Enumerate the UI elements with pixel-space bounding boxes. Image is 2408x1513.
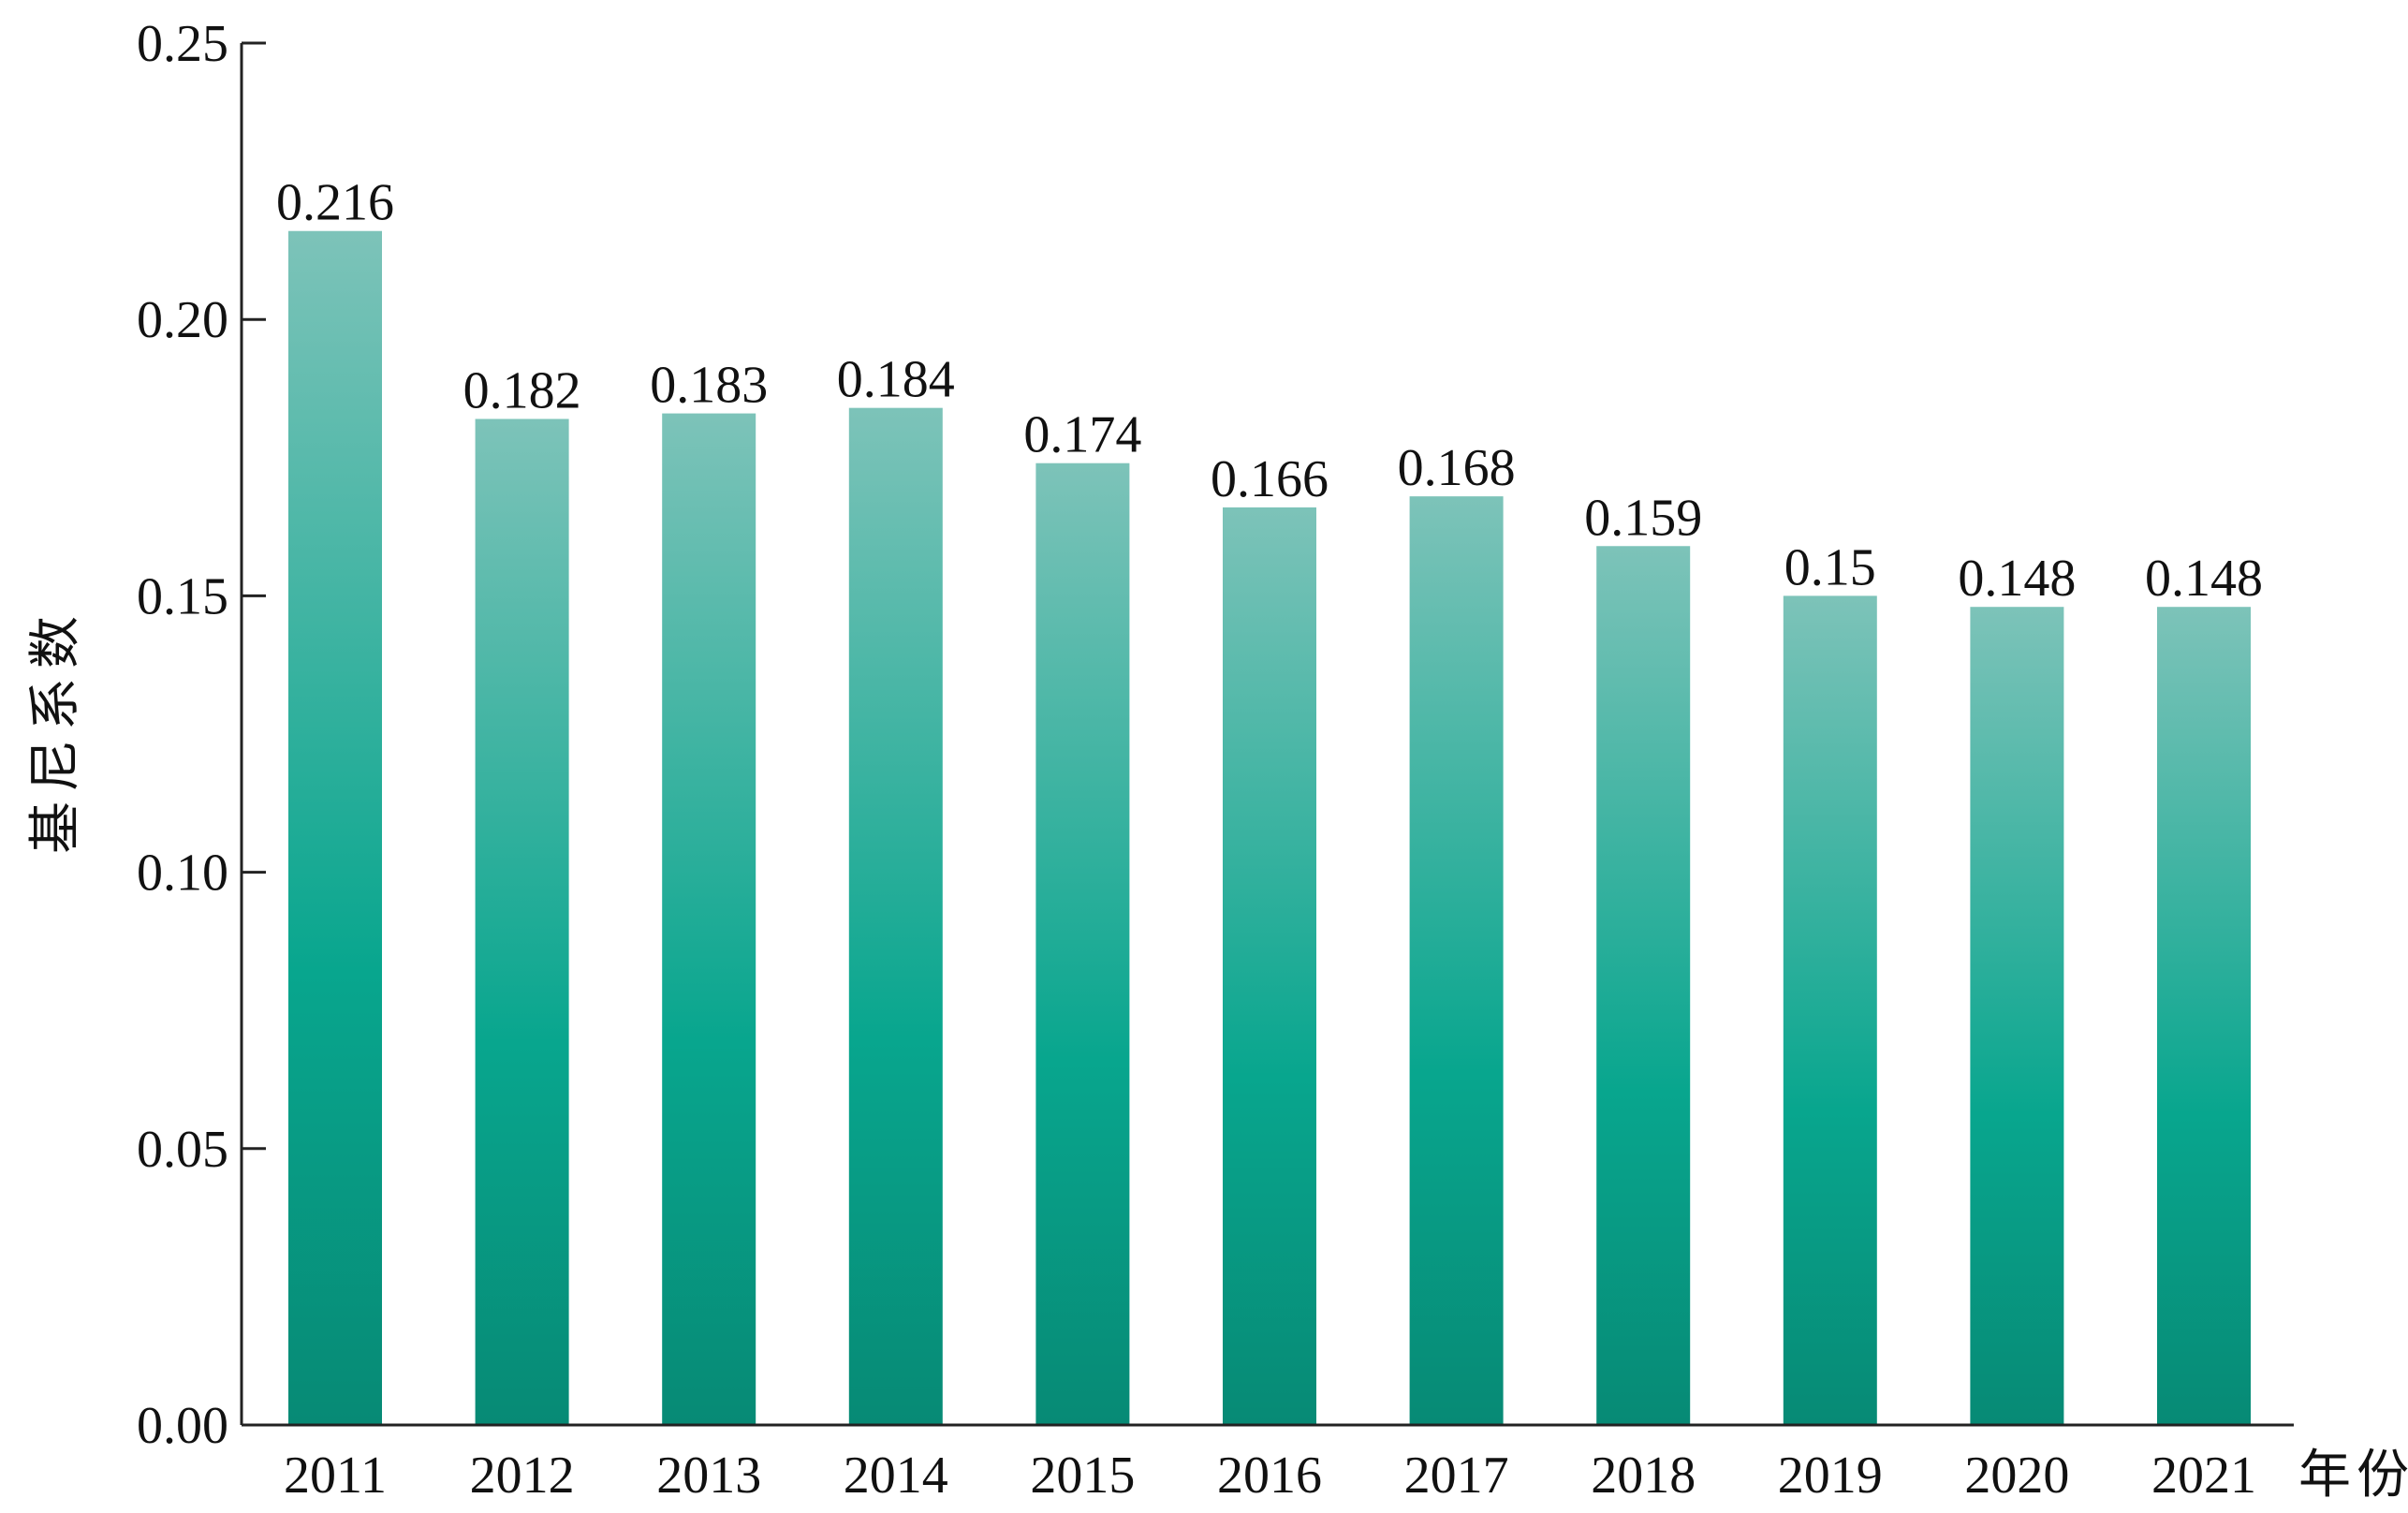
y-tick-label: 0.00 (137, 1397, 228, 1455)
bar-2014 (848, 407, 943, 1425)
data-labels-group: 0.216 0.182 0.183 0.184 0.174 0.166 0.168 0.159… (276, 174, 2263, 608)
x-tick-label-2021: 2021 (2151, 1447, 2256, 1505)
data-label-2021: 0.148 (2145, 550, 2263, 608)
bar-2019 (1783, 595, 1877, 1425)
bars-group (288, 230, 2251, 1426)
x-tick-label-2017: 2017 (1404, 1447, 1509, 1505)
bar-2015 (1035, 463, 1130, 1426)
bar-2017 (1409, 496, 1504, 1425)
bar-2011 (288, 230, 382, 1426)
data-label-2020: 0.148 (1958, 550, 2076, 608)
data-label-2019: 0.15 (1784, 538, 1876, 596)
data-label-2011: 0.216 (276, 174, 394, 232)
bar-2013 (662, 413, 756, 1425)
x-tick-label-2013: 2013 (656, 1447, 761, 1505)
data-label-2016: 0.166 (1211, 450, 1329, 508)
y-tick-label: 0.15 (137, 567, 228, 625)
bar-2016 (1223, 507, 1316, 1425)
x-tick-label-2020: 2020 (1964, 1447, 2069, 1505)
x-tick-label-2019: 2019 (1778, 1447, 1883, 1505)
bar-2018 (1596, 546, 1691, 1425)
data-label-2012: 0.182 (463, 361, 581, 419)
data-label-2013: 0.183 (650, 357, 768, 415)
data-label-2018: 0.159 (1584, 489, 1702, 547)
bar-2021 (2157, 607, 2251, 1425)
y-tick-label: 0.05 (137, 1121, 228, 1179)
x-axis-title: 年份 (2298, 1447, 2408, 1505)
data-label-2017: 0.168 (1398, 439, 1516, 497)
x-tick-label-2011: 2011 (284, 1447, 387, 1505)
x-tick-label-2016: 2016 (1217, 1447, 1322, 1505)
data-label-2015: 0.174 (1023, 406, 1141, 464)
x-tick-label-2018: 2018 (1591, 1447, 1696, 1505)
bar-2012 (475, 419, 569, 1426)
y-axis-title: 基尼系数 (27, 607, 85, 854)
x-axis-ticks: 2011 2012 2013 2014 2015 2016 2017 2018 2019 2020… (284, 1447, 2256, 1505)
x-tick-label-2015: 2015 (1030, 1447, 1135, 1505)
y-axis-ticks: 0.00 0.05 0.10 0.15 0.20 0.25 (137, 15, 266, 1455)
data-label-2014: 0.184 (837, 351, 955, 409)
y-tick-label: 0.20 (137, 291, 228, 349)
y-tick-label: 0.10 (137, 845, 228, 903)
y-tick-label: 0.25 (137, 15, 228, 73)
x-tick-label-2014: 2014 (844, 1447, 948, 1505)
bar-2020 (1970, 607, 2064, 1425)
x-tick-label-2012: 2012 (470, 1447, 575, 1505)
